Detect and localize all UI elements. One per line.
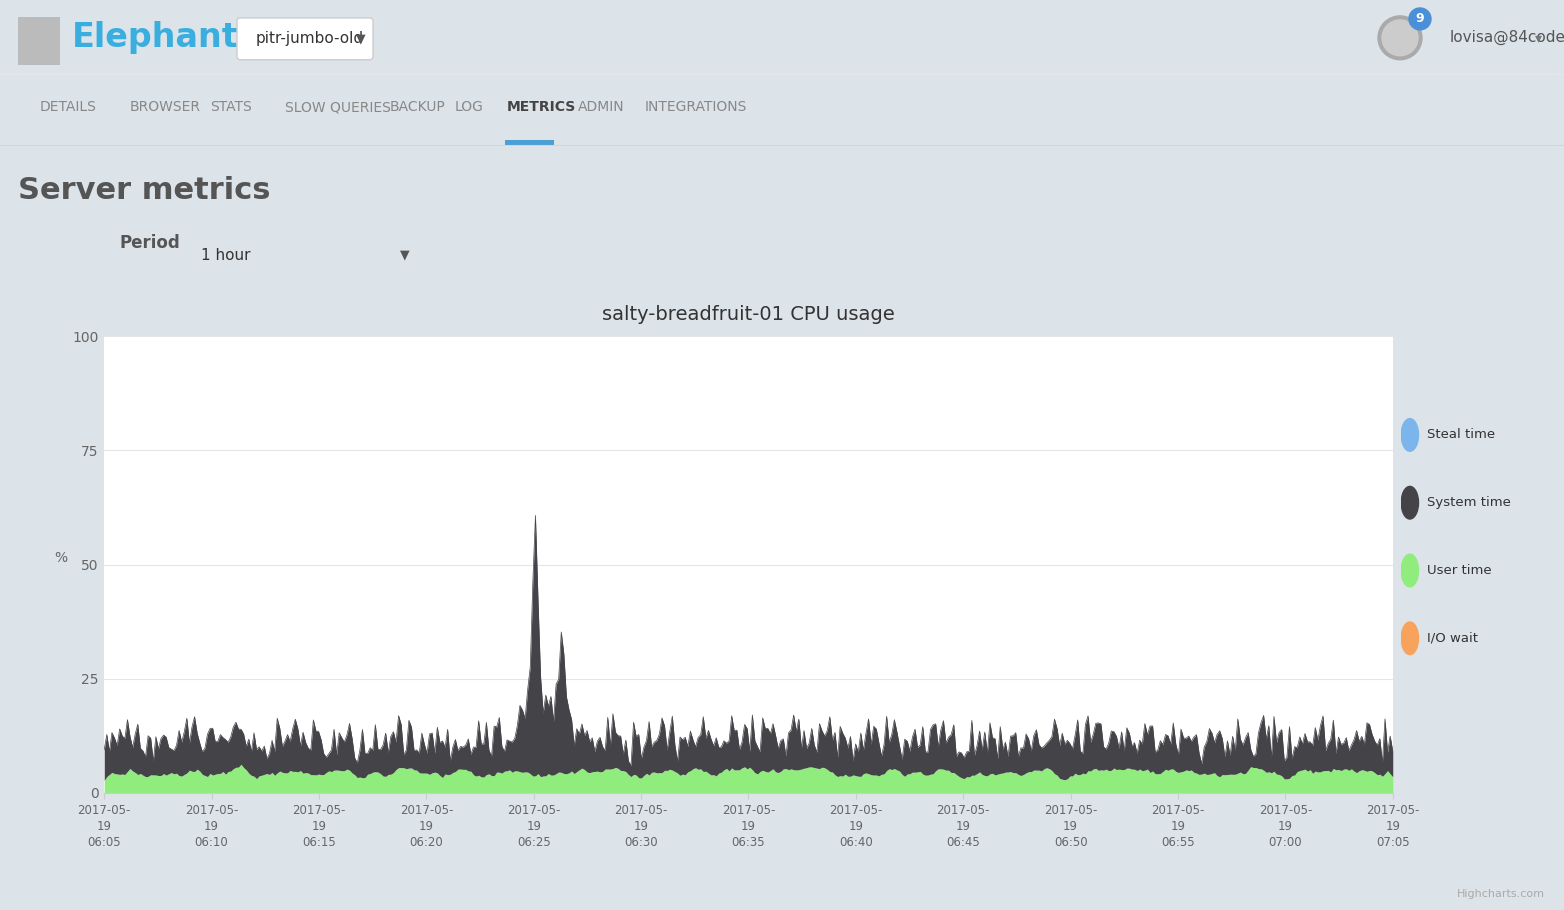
Circle shape <box>1401 554 1419 587</box>
Text: BROWSER: BROWSER <box>130 100 202 114</box>
Text: ▼: ▼ <box>400 248 410 261</box>
Text: Period: Period <box>120 234 180 252</box>
Text: ElephantSQL: ElephantSQL <box>72 21 313 55</box>
Circle shape <box>1383 20 1419 56</box>
Text: Highcharts.com: Highcharts.com <box>1458 889 1545 899</box>
Text: BACKUP: BACKUP <box>389 100 446 114</box>
Text: Steal time: Steal time <box>1426 429 1495 441</box>
Text: lovisa@84codes.com: lovisa@84codes.com <box>1450 30 1564 46</box>
Text: STATS: STATS <box>210 100 252 114</box>
Y-axis label: %: % <box>55 551 67 564</box>
Text: 9: 9 <box>1415 13 1425 25</box>
Text: ▾: ▾ <box>1534 31 1542 45</box>
Text: DETAILS: DETAILS <box>41 100 97 114</box>
Bar <box>19 17 59 65</box>
Text: ▼: ▼ <box>357 32 366 46</box>
Circle shape <box>1401 487 1419 519</box>
Circle shape <box>1409 8 1431 30</box>
Bar <box>505 139 554 145</box>
Text: INTEGRATIONS: INTEGRATIONS <box>644 100 748 114</box>
Text: LOG: LOG <box>455 100 483 114</box>
Circle shape <box>1401 419 1419 451</box>
Text: System time: System time <box>1426 496 1511 510</box>
Text: ADMIN: ADMIN <box>579 100 624 114</box>
Text: I/O wait: I/O wait <box>1426 632 1478 645</box>
Text: Server metrics: Server metrics <box>19 176 271 205</box>
Title: salty-breadfruit-01 CPU usage: salty-breadfruit-01 CPU usage <box>602 305 895 324</box>
Text: SLOW QUERIES: SLOW QUERIES <box>285 100 391 114</box>
Circle shape <box>1378 15 1422 60</box>
Text: User time: User time <box>1426 564 1492 577</box>
Text: METRICS: METRICS <box>507 100 576 114</box>
FancyBboxPatch shape <box>238 18 372 60</box>
Circle shape <box>1401 622 1419 654</box>
Text: 1 hour: 1 hour <box>202 248 250 263</box>
Text: pitr-jumbo-old: pitr-jumbo-old <box>256 31 364 46</box>
